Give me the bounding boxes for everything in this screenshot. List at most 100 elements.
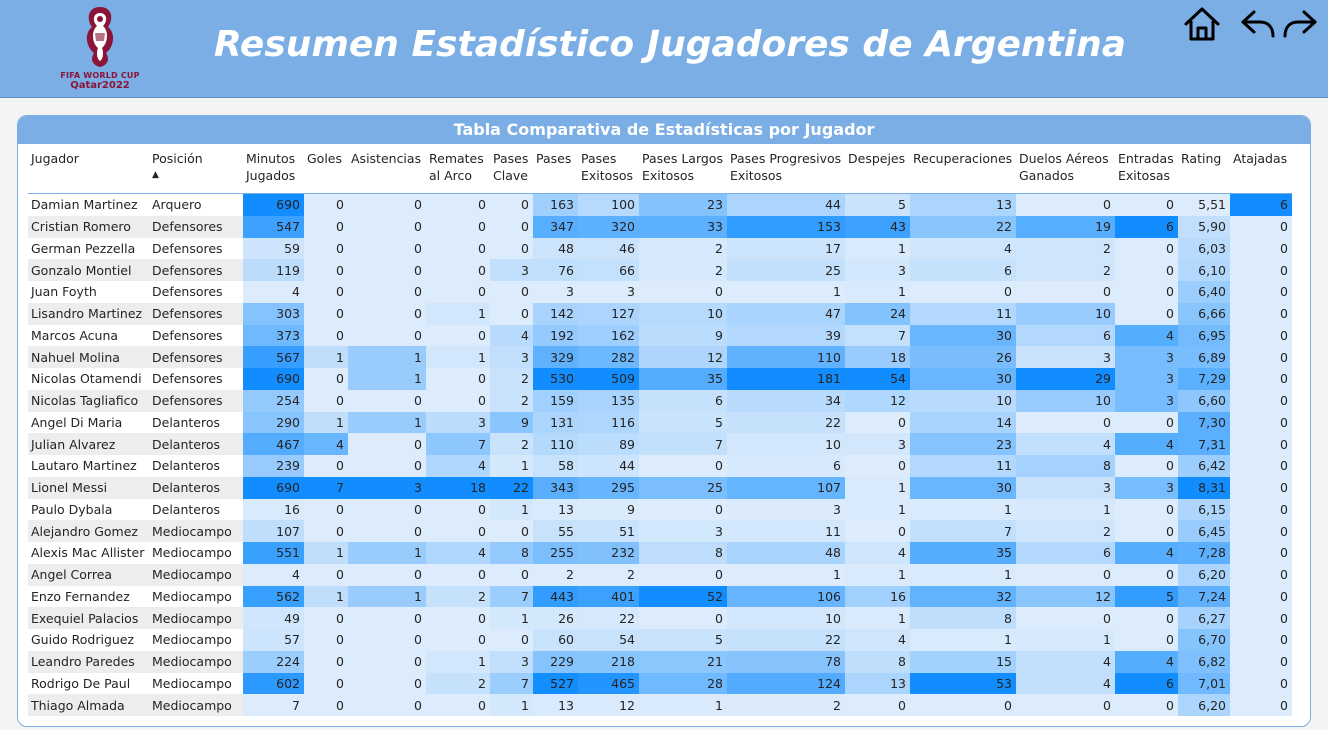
stat-cell: 232 (578, 542, 639, 564)
player-name-cell: Marcos Acuna (28, 324, 149, 347)
table-row[interactable]: Cristian Romero Defensores 547 0 0 0 0 347 320 33… (28, 215, 1292, 238)
table-row[interactable]: Lionel Messi Delanteros 690 7 3 18 22 343 295 25 1… (28, 476, 1292, 499)
table-row[interactable]: Angel Correa Mediocampo 4 0 0 0 0 2 2 0 1 1 1 0 0 6,20 0 (28, 563, 1292, 586)
column-header[interactable]: Recuperaciones (910, 148, 1016, 194)
column-header[interactable]: Pases (533, 148, 578, 194)
position-cell: Mediocampo (149, 563, 243, 586)
stat-cell: 0 (304, 498, 348, 521)
table-row[interactable]: Thiago Almada Mediocampo 7 0 0 0 1 13 12 1 2 0 0 0 0 6,… (28, 694, 1292, 716)
column-header[interactable]: Pases Largos Exitosos (639, 148, 727, 194)
column-header[interactable]: Asistencias (348, 148, 426, 194)
stat-cell: 59 (243, 237, 304, 260)
stat-cell: 0 (348, 498, 426, 521)
position-cell: Arquero (149, 193, 243, 216)
stat-cell: 3 (1115, 389, 1178, 412)
stat-cell: 18 (845, 346, 910, 368)
stat-cell: 22 (490, 476, 533, 499)
column-header[interactable]: Minutos Jugados (243, 148, 304, 194)
stat-cell: 23 (639, 193, 727, 216)
table-row[interactable]: Angel Di Maria Delanteros 290 1 1 3 9 131 116 5 22… (28, 411, 1292, 434)
stat-cell: 6,60 (1178, 389, 1230, 412)
position-cell: Mediocampo (149, 694, 243, 716)
column-header[interactable]: Pases Progresivos Exitosos (727, 148, 845, 194)
table-row[interactable]: Julian Alvarez Delanteros 467 4 0 7 2 110 89 7 10 3… (28, 433, 1292, 455)
stat-cell: 13 (533, 498, 578, 521)
position-cell: Defensores (149, 281, 243, 303)
table-row[interactable]: Lisandro Martinez Defensores 303 0 0 1 0 142 127… (28, 302, 1292, 325)
stat-cell: 0 (426, 629, 490, 651)
table-row[interactable]: Rodrigo De Paul Mediocampo 602 0 0 2 7 527 465 28… (28, 672, 1292, 695)
column-header[interactable]: Jugador (28, 148, 149, 194)
table-row[interactable]: Enzo Fernandez Mediocampo 562 1 1 2 7 443 401 52 1… (28, 585, 1292, 608)
stat-cell: 690 (243, 476, 304, 499)
stat-cell: 0 (304, 368, 348, 390)
stat-cell: 690 (243, 193, 304, 216)
column-header[interactable]: Atajadas (1230, 148, 1292, 194)
player-name-cell: Enzo Fernandez (28, 585, 149, 608)
table-row[interactable]: Exequiel Palacios Mediocampo 49 0 0 0 1 26 22 0 10… (28, 607, 1292, 629)
stat-cell: 0 (348, 672, 426, 695)
stat-cell: 0 (1230, 389, 1292, 412)
player-name-cell: Thiago Almada (28, 694, 149, 716)
stat-cell: 13 (533, 694, 578, 716)
column-header[interactable]: Pases Exitosos (578, 148, 639, 194)
stat-cell: 3 (1115, 476, 1178, 499)
stat-cell: 5,90 (1178, 215, 1230, 238)
home-icon[interactable] (1182, 4, 1222, 44)
position-cell: Mediocampo (149, 672, 243, 695)
stat-cell: 3 (490, 346, 533, 368)
stat-cell: 0 (1115, 607, 1178, 629)
table-row[interactable]: Leandro Paredes Mediocampo 224 0 0 1 3 229 218 21… (28, 650, 1292, 673)
logo-line2: Qatar2022 (70, 80, 130, 91)
stat-cell: 4 (1016, 672, 1115, 695)
stat-cell: 2 (426, 672, 490, 695)
stat-cell: 467 (243, 433, 304, 455)
stat-cell: 0 (348, 389, 426, 412)
table-row[interactable]: German Pezzella Defensores 59 0 0 0 0 48 46 2 17 1 4… (28, 237, 1292, 260)
stat-cell: 224 (243, 650, 304, 673)
column-header[interactable]: Goles (304, 148, 348, 194)
stat-cell: 347 (533, 215, 578, 238)
column-header[interactable]: Despejes (845, 148, 910, 194)
table-row[interactable]: Nicolas Otamendi Defensores 690 0 1 0 2 530 509 3… (28, 368, 1292, 390)
stat-cell: 0 (1230, 629, 1292, 651)
stat-cell: 4 (1115, 650, 1178, 673)
player-name-cell: Angel Correa (28, 563, 149, 586)
stat-cell: 0 (348, 650, 426, 673)
stat-cell: 0 (348, 302, 426, 325)
column-header[interactable]: Rating (1178, 148, 1230, 194)
stat-cell: 0 (639, 607, 727, 629)
stat-cell: 4 (426, 542, 490, 564)
stat-cell: 0 (490, 281, 533, 303)
column-header[interactable]: Remates al Arco (426, 148, 490, 194)
column-header[interactable]: Posición ▲ (149, 148, 243, 194)
stat-cell: 0 (1230, 672, 1292, 695)
table-row[interactable]: Marcos Acuna Defensores 373 0 0 0 4 192 162 9 39 7 3… (28, 324, 1292, 347)
stat-cell: 8 (490, 542, 533, 564)
table-row[interactable]: Alejandro Gomez Mediocampo 107 0 0 0 0 55 51 3 11 0… (28, 520, 1292, 542)
stat-cell: 18 (426, 476, 490, 499)
forward-arrow-icon[interactable] (1280, 4, 1320, 44)
stat-cell: 2 (426, 585, 490, 608)
column-header[interactable]: Pases Clave (490, 148, 533, 194)
column-header[interactable]: Duelos Aéreos Ganados (1016, 148, 1115, 194)
stat-cell: 19 (1016, 215, 1115, 238)
player-name-cell: Alexis Mac Allister (28, 542, 149, 564)
table-row[interactable]: Juan Foyth Defensores 4 0 0 0 0 3 3 0 1 1 0 0 0 6,40 0 (28, 281, 1292, 303)
table-row[interactable]: Damian Martinez Arquero 690 0 0 0 0 163 100 23 44 5… (28, 193, 1292, 216)
stat-cell: 1 (845, 607, 910, 629)
table-row[interactable]: Gonzalo Montiel Defensores 119 0 0 0 3 76 66 2 25 3… (28, 259, 1292, 281)
table-row[interactable]: Paulo Dybala Delanteros 16 0 0 0 1 13 9 0 3 1 1 1 0 6,1… (28, 498, 1292, 521)
table-row[interactable]: Nahuel Molina Defensores 567 1 1 1 3 329 282 12 11… (28, 346, 1292, 368)
table-row[interactable]: Nicolas Tagliafico Defensores 254 0 0 0 2 159 13… (28, 389, 1292, 412)
table-row[interactable]: Alexis Mac Allister Mediocampo 551 1 1 4 8 255 2… (28, 542, 1292, 564)
stat-cell: 1 (845, 498, 910, 521)
table-row[interactable]: Lautaro Martinez Delanteros 239 0 0 4 1 58 44 0 6 0… (28, 455, 1292, 477)
position-cell: Delanteros (149, 476, 243, 499)
stat-cell: 1 (348, 585, 426, 608)
back-arrow-icon[interactable] (1238, 4, 1278, 44)
table-row[interactable]: Guido Rodriguez Mediocampo 57 0 0 0 0 60 54 5 22 4 1… (28, 629, 1292, 651)
stat-cell: 465 (578, 672, 639, 695)
column-header[interactable]: Entradas Exitosas (1115, 148, 1178, 194)
player-name-cell: Julian Alvarez (28, 433, 149, 455)
